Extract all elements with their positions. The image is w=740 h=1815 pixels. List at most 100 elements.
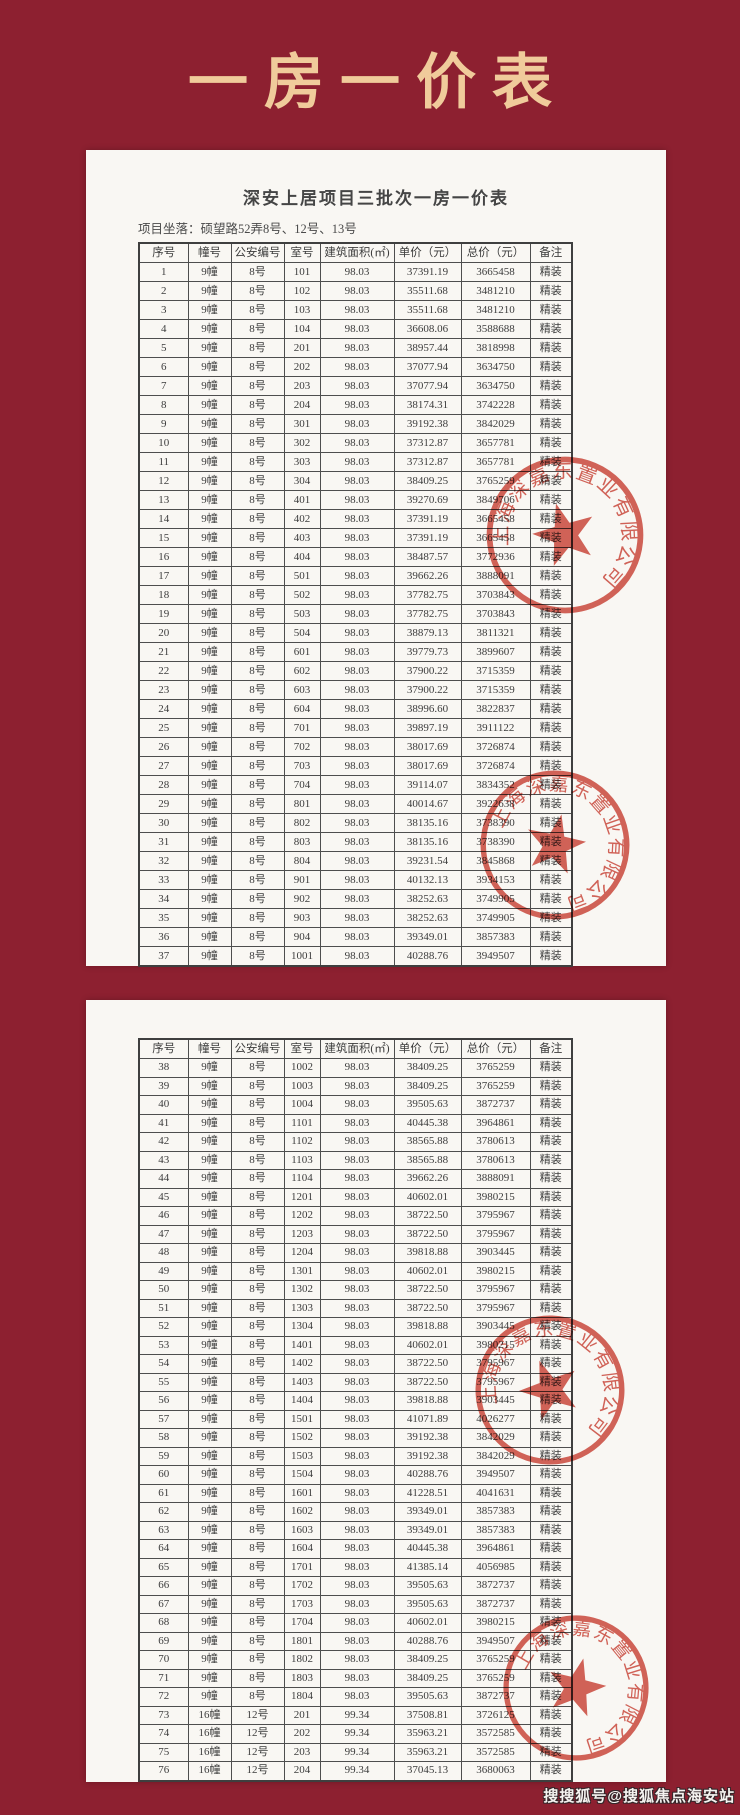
- table-cell: 1703: [283, 1594, 321, 1614]
- table-cell: 8号: [230, 528, 285, 548]
- table-cell: 38135.16: [393, 832, 462, 852]
- table-cell: 1203: [283, 1224, 321, 1244]
- table-cell: 9幢: [187, 1076, 232, 1096]
- table-cell: 22: [138, 661, 189, 681]
- table-header-row: 序号 幢号 公安编号 室号 建筑面积(㎡) 单价（元） 总价（元） 备注: [138, 1038, 573, 1059]
- table-cell: 302: [283, 433, 321, 453]
- table-cell: 3822837: [460, 699, 531, 719]
- table-cell: 21: [138, 642, 189, 662]
- table-cell: 9幢: [187, 661, 232, 681]
- table-cell: 98.03: [319, 1261, 395, 1281]
- table-cell: 精装: [529, 1520, 573, 1540]
- table-cell: 8号: [230, 1243, 285, 1263]
- table-row: 22 9幢 8号 602 98.03 37900.22 3715359 精装: [138, 661, 573, 681]
- table-row: 58 9幢 8号 1502 98.03 39192.38 3842029 精装: [138, 1428, 573, 1448]
- table-cell: 98.03: [319, 1058, 395, 1078]
- table-cell: 3795967: [460, 1224, 531, 1244]
- table-cell: 9幢: [187, 300, 232, 320]
- table-cell: 35511.68: [393, 300, 462, 320]
- table-cell: 9幢: [187, 1428, 232, 1448]
- table-cell: 9幢: [187, 1391, 232, 1411]
- table-cell: 69: [138, 1631, 189, 1651]
- table-row: 73 16幢 12号 201 99.34 37508.81 3726125 精装: [138, 1705, 573, 1725]
- table-cell: 精装: [529, 1557, 573, 1577]
- table-cell: 12号: [230, 1705, 285, 1725]
- table-cell: 9幢: [187, 1631, 232, 1651]
- table-cell: 9幢: [187, 1372, 232, 1392]
- table-cell: 3888091: [460, 566, 531, 586]
- table-cell: 9幢: [187, 737, 232, 757]
- table-cell: 1804: [283, 1687, 321, 1707]
- table-cell: 8号: [230, 775, 285, 795]
- table-cell: 8号: [230, 262, 285, 282]
- table-cell: 98.03: [319, 1631, 395, 1651]
- table-cell: 98.03: [319, 946, 395, 967]
- table-cell: 38565.88: [393, 1132, 462, 1152]
- table-cell: 98.03: [319, 509, 395, 529]
- table-row: 65 9幢 8号 1701 98.03 41385.14 4056985 精装: [138, 1557, 573, 1577]
- table-cell: 精装: [529, 433, 573, 453]
- table-cell: 8号: [230, 1613, 285, 1633]
- table-cell: 12号: [230, 1724, 285, 1744]
- table-cell: 精装: [529, 1187, 573, 1207]
- table-cell: 38409.25: [393, 471, 462, 491]
- table-cell: 24: [138, 699, 189, 719]
- table-cell: 3872737: [460, 1594, 531, 1614]
- table-cell: 精装: [529, 1058, 573, 1078]
- table-cell: 201: [283, 338, 321, 358]
- table-cell: 9幢: [187, 433, 232, 453]
- table-cell: 38722.50: [393, 1354, 462, 1374]
- table-cell: 3842029: [460, 414, 531, 434]
- table-cell: 98.03: [319, 1576, 395, 1596]
- table-cell: 49: [138, 1261, 189, 1281]
- table-cell: 1602: [283, 1502, 321, 1522]
- table-cell: 98.03: [319, 1668, 395, 1688]
- table-cell: 8号: [230, 1576, 285, 1596]
- table-row: 6 9幢 8号 202 98.03 37077.94 3634750 精装: [138, 357, 573, 377]
- table-cell: 8号: [230, 585, 285, 605]
- table-cell: 8号: [230, 642, 285, 662]
- table-cell: 3922638: [460, 794, 531, 814]
- table-cell: 11: [138, 452, 189, 472]
- table-cell: 9幢: [187, 870, 232, 890]
- table-cell: 精装: [529, 1613, 573, 1633]
- table-cell: 精装: [529, 1298, 573, 1318]
- table-cell: 3726125: [460, 1705, 531, 1725]
- table-cell: 8号: [230, 547, 285, 567]
- table-cell: 404: [283, 547, 321, 567]
- table-cell: 精装: [529, 281, 573, 301]
- table-cell: 精装: [529, 1668, 573, 1688]
- table-cell: 8号: [230, 1502, 285, 1522]
- table-row: 8 9幢 8号 204 98.03 38174.31 3742228 精装: [138, 395, 573, 415]
- table-cell: 3834352: [460, 775, 531, 795]
- table-cell: 38252.63: [393, 889, 462, 909]
- column-header: 备注: [529, 1038, 573, 1059]
- table-cell: 9幢: [187, 1613, 232, 1633]
- table-cell: 精装: [529, 1113, 573, 1133]
- table-cell: 98.03: [319, 357, 395, 377]
- table-cell: 98.03: [319, 737, 395, 757]
- table-cell: 98.03: [319, 813, 395, 833]
- table-cell: 8号: [230, 737, 285, 757]
- table-cell: 9幢: [187, 1243, 232, 1263]
- table-cell: 98.03: [319, 319, 395, 339]
- table-cell: 精装: [529, 699, 573, 719]
- table-cell: 9幢: [187, 927, 232, 947]
- table-cell: 1102: [283, 1132, 321, 1152]
- table-cell: 3980215: [460, 1187, 531, 1207]
- table-row: 5 9幢 8号 201 98.03 38957.44 3818998 精装: [138, 338, 573, 358]
- table-cell: 38409.25: [393, 1668, 462, 1688]
- table-cell: 802: [283, 813, 321, 833]
- table-cell: 9幢: [187, 1446, 232, 1466]
- table-cell: 5: [138, 338, 189, 358]
- table-cell: 精装: [529, 1687, 573, 1707]
- table-cell: 1104: [283, 1169, 321, 1189]
- table-cell: 12号: [230, 1761, 285, 1781]
- table-cell: 精装: [529, 414, 573, 434]
- table-cell: 3795967: [460, 1372, 531, 1392]
- table-cell: 3949507: [460, 946, 531, 967]
- table-cell: 37312.87: [393, 452, 462, 472]
- table-cell: 38017.69: [393, 756, 462, 776]
- table-cell: 32: [138, 851, 189, 871]
- table-cell: 9幢: [187, 604, 232, 624]
